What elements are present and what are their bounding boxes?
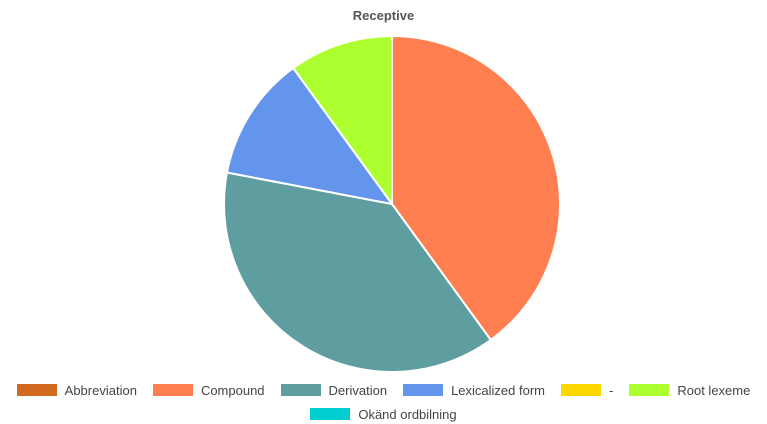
legend-item-okand-ordbilning[interactable]: Okänd ordbilning: [310, 406, 457, 422]
pie-slice-root-lexeme[interactable]: [291, 34, 393, 208]
legend-item-compound[interactable]: Compound: [152, 382, 265, 398]
pie-slice-lexicalized-form[interactable]: [225, 66, 395, 206]
legend-item-derivation[interactable]: Derivation: [280, 382, 388, 398]
legend-swatch: [280, 384, 321, 396]
legend-label: Compound: [200, 382, 265, 398]
legend-swatch: [629, 384, 670, 396]
legend-item-lexicalized-form[interactable]: Lexicalized form: [403, 383, 545, 398]
legend-swatch: [152, 384, 193, 396]
pie-chart: [223, 34, 561, 373]
legend-item-root-lexeme[interactable]: Root lexeme: [629, 383, 750, 398]
legend-label: Root lexeme: [677, 382, 751, 398]
legend-swatch: [403, 384, 444, 396]
chart-title: Receptive: [352, 8, 415, 23]
legend-label: Okänd ordbilning: [358, 406, 457, 422]
legend-label: Abbreviation: [64, 382, 137, 398]
pie-slice-derivation[interactable]: [223, 171, 493, 373]
legend-row-1: Abbreviation Compound Derivation Lexical…: [0, 378, 767, 402]
legend-item-abbreviation[interactable]: Abbreviation: [16, 382, 137, 398]
legend-swatch: [561, 384, 602, 396]
chart-legend: Abbreviation Compound Derivation Lexical…: [0, 378, 767, 424]
legend-label: Derivation: [328, 382, 388, 398]
legend-label: Lexicalized form: [451, 382, 546, 398]
legend-swatch: [310, 408, 351, 420]
pie-slice-compound[interactable]: [391, 34, 561, 342]
legend-swatch: [16, 384, 57, 396]
legend-label: -: [609, 382, 614, 398]
legend-row-2: Okänd ordbilning: [0, 402, 767, 424]
legend-item-dash[interactable]: -: [561, 383, 613, 398]
